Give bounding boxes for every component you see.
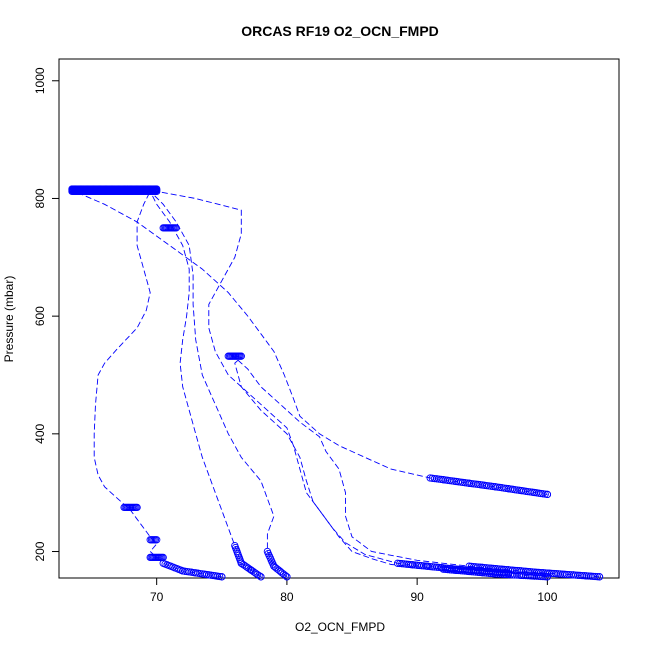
data-point	[396, 559, 404, 568]
data-point	[467, 562, 476, 571]
series-1	[72, 189, 226, 581]
plot-frame	[58, 58, 620, 579]
x-tick-label: 80	[280, 590, 294, 604]
data-point	[469, 562, 478, 571]
y-axis-label: Pressure (mbar)	[2, 276, 16, 363]
data-point	[250, 568, 258, 576]
data-point	[255, 571, 263, 580]
data-point	[393, 559, 402, 567]
y-tick-label: 200	[33, 541, 47, 561]
series-3	[149, 191, 291, 581]
data-point	[398, 560, 406, 568]
dense-marker-runs	[68, 185, 245, 562]
series-7	[71, 189, 552, 499]
data-point	[465, 562, 473, 570]
data-point	[241, 562, 249, 570]
data-point	[237, 352, 245, 360]
series-line	[150, 189, 509, 574]
data-point	[172, 224, 180, 232]
y-tick-label: 800	[33, 188, 47, 208]
x-tick-label: 90	[410, 590, 424, 604]
x-axis: 70 80 90 100	[150, 578, 558, 604]
series-layer	[68, 185, 604, 581]
series-line	[149, 191, 262, 578]
y-tick-label: 1000	[33, 67, 47, 94]
series-4	[230, 355, 552, 581]
data-point	[153, 536, 161, 544]
data-point	[426, 474, 434, 482]
data-point	[133, 503, 141, 512]
x-tick-label: 70	[150, 590, 164, 604]
data-point	[243, 563, 251, 571]
data-point	[263, 547, 272, 556]
y-tick-label: 600	[33, 306, 47, 326]
data-point	[153, 187, 161, 196]
y-tick-label: 400	[33, 424, 47, 444]
y-axis: 200 400 600 800 1000	[33, 67, 59, 562]
series-line	[72, 189, 222, 578]
data-point	[231, 541, 239, 550]
series-6	[230, 355, 604, 581]
series-line	[230, 355, 600, 578]
series-line	[230, 355, 548, 578]
series-line	[149, 191, 288, 578]
data-point	[257, 573, 265, 581]
series-5	[150, 189, 512, 577]
x-tick-label: 100	[537, 590, 557, 604]
data-point	[159, 553, 167, 562]
series-2	[149, 191, 265, 581]
chart-title: ORCAS RF19 O2_OCN_FMPD	[241, 23, 439, 39]
series-line	[71, 189, 548, 495]
x-axis-label: O2_OCN_FMPD	[295, 620, 385, 634]
data-point	[248, 567, 256, 575]
